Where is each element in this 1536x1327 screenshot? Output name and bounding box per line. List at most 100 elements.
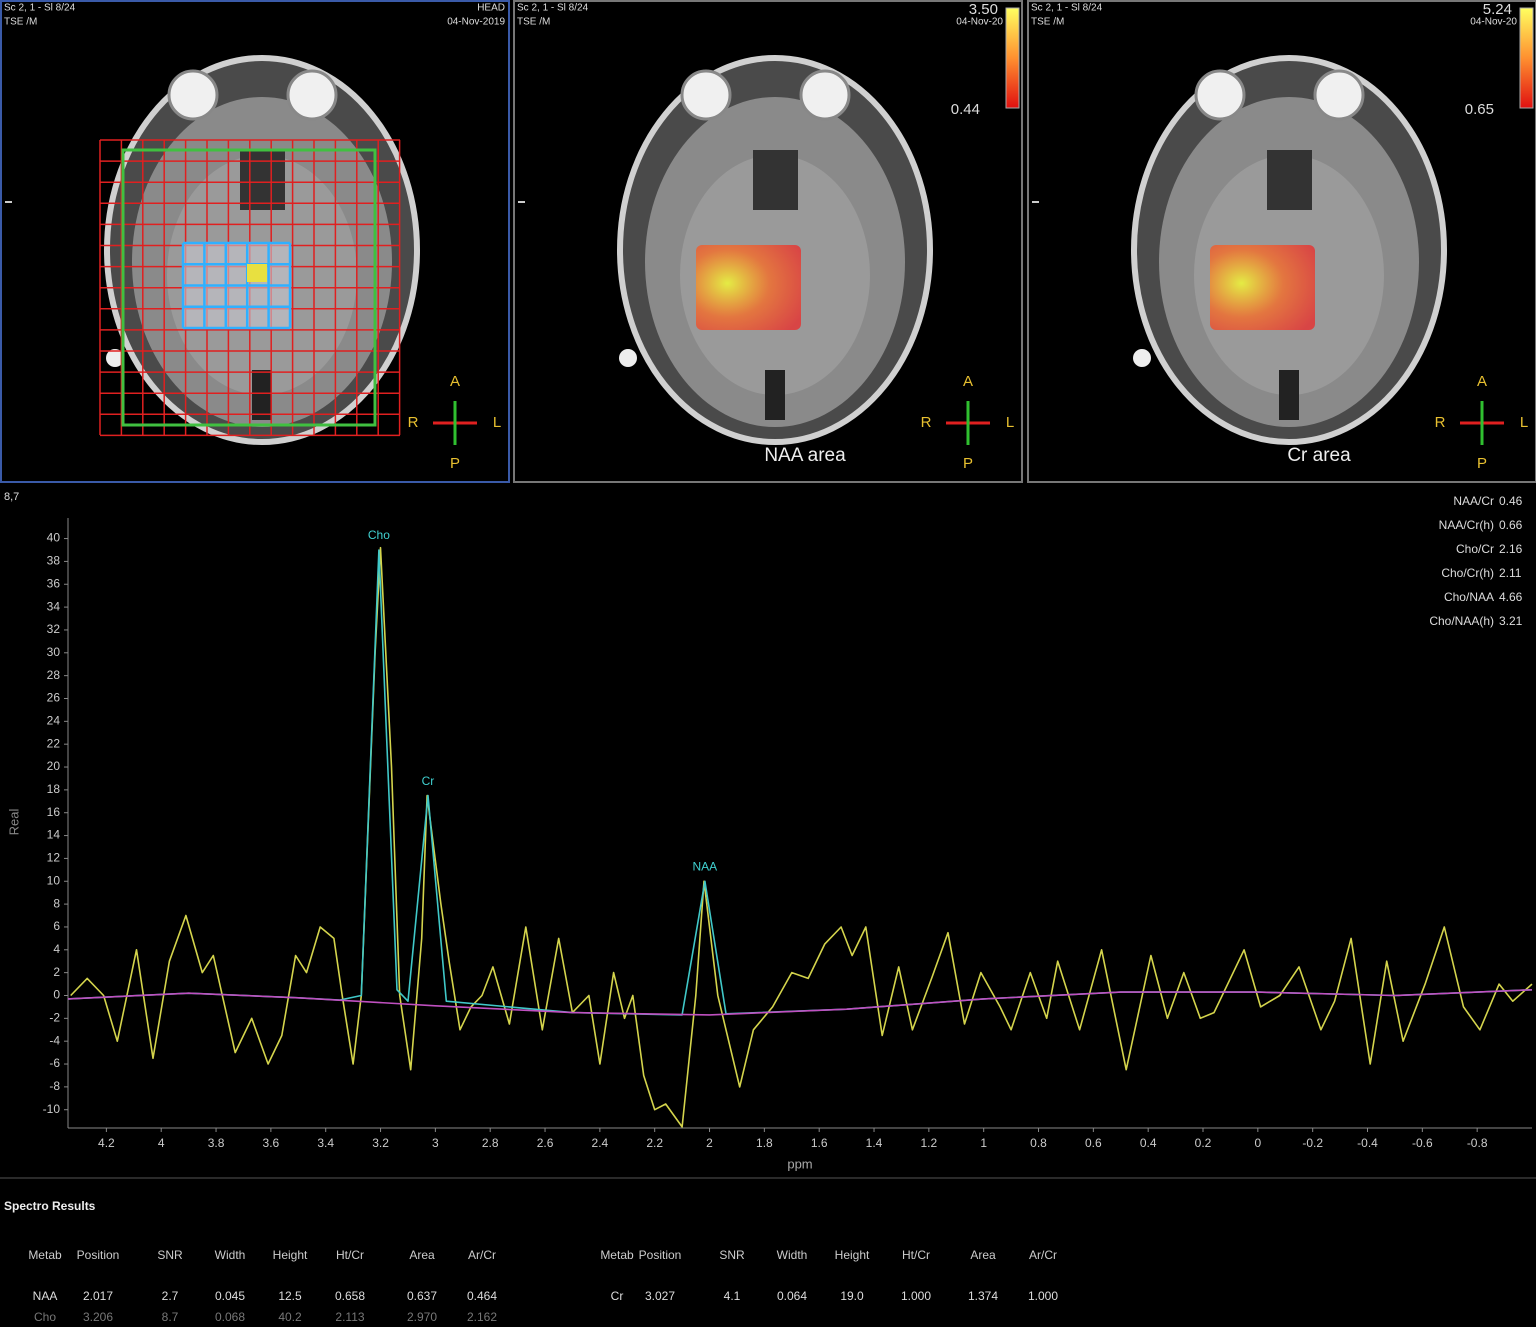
orient-label: R bbox=[408, 414, 419, 431]
ratio-label: NAA/Cr(h) bbox=[1439, 518, 1494, 532]
x-tick-label: -0.2 bbox=[1302, 1136, 1323, 1150]
header: Sc 2, 1 - Sl 8/24 bbox=[4, 3, 76, 14]
peak-label: Cho bbox=[368, 528, 390, 542]
orient-label: R bbox=[921, 414, 932, 431]
table-cell: 3.206 bbox=[83, 1310, 113, 1324]
ratio-value: 2.16 bbox=[1499, 542, 1523, 556]
y-tick-label: 0 bbox=[53, 988, 60, 1002]
y-tick-label: 22 bbox=[47, 736, 61, 750]
table-header: Width bbox=[215, 1248, 246, 1262]
y-tick-label: 12 bbox=[47, 851, 61, 865]
y-tick-label: 6 bbox=[53, 919, 60, 933]
table-cell: 0.045 bbox=[215, 1289, 245, 1303]
voi-box bbox=[121, 148, 377, 427]
table-header: Width bbox=[777, 1248, 808, 1262]
table-header: Metab bbox=[600, 1248, 634, 1262]
table-cell: 40.2 bbox=[278, 1310, 302, 1324]
orient-label: P bbox=[450, 455, 460, 472]
table-header: Height bbox=[273, 1248, 308, 1262]
x-tick-label: 4 bbox=[158, 1136, 165, 1150]
table-header: Area bbox=[409, 1248, 435, 1262]
x-tick-label: 2 bbox=[706, 1136, 713, 1150]
eye bbox=[1194, 69, 1246, 121]
y-tick-label: 40 bbox=[47, 531, 61, 545]
y-tick-label: 30 bbox=[47, 645, 61, 659]
cerebellum-gap bbox=[765, 370, 785, 420]
orient-label: L bbox=[1006, 414, 1014, 431]
ratio-value: 0.46 bbox=[1499, 494, 1523, 508]
x-tick-label: 0.8 bbox=[1030, 1136, 1047, 1150]
orient-label: R bbox=[1435, 414, 1446, 431]
y-tick-label: 24 bbox=[47, 714, 61, 728]
table-cell: 1.000 bbox=[1028, 1289, 1058, 1303]
table-header: Ht/Cr bbox=[902, 1248, 930, 1262]
cerebellum-gap bbox=[252, 370, 272, 420]
date: 04-Nov-20 bbox=[956, 17, 1003, 28]
table-cell: NAA bbox=[33, 1289, 58, 1303]
table-header: Ar/Cr bbox=[1029, 1248, 1057, 1262]
x-tick-label: 2.6 bbox=[537, 1136, 554, 1150]
table-cell: 3.027 bbox=[645, 1289, 675, 1303]
table-header: Ht/Cr bbox=[336, 1248, 364, 1262]
brainstem bbox=[753, 150, 798, 210]
x-tick-label: 2.8 bbox=[482, 1136, 499, 1150]
scale-max: 3.50 bbox=[969, 1, 998, 18]
marker bbox=[106, 349, 124, 367]
table-cell: 0.464 bbox=[467, 1289, 497, 1303]
y-tick-label: 10 bbox=[47, 873, 61, 887]
y-tick-label: 20 bbox=[47, 759, 61, 773]
brainstem bbox=[240, 150, 285, 210]
caption: Cr area bbox=[1287, 445, 1351, 466]
table-cell: 0.637 bbox=[407, 1289, 437, 1303]
x-tick-label: 2.4 bbox=[592, 1136, 609, 1150]
y-tick-label: 34 bbox=[47, 599, 61, 613]
eye bbox=[680, 69, 732, 121]
header: TSE /M bbox=[4, 17, 37, 28]
table-header: Metab bbox=[28, 1248, 62, 1262]
table-cell: Cr bbox=[611, 1289, 624, 1303]
header: HEAD bbox=[477, 3, 505, 14]
x-tick-label: 0.4 bbox=[1140, 1136, 1157, 1150]
scale-max: 5.24 bbox=[1483, 1, 1512, 18]
table-header: Height bbox=[835, 1248, 870, 1262]
peak-label: Cr bbox=[422, 774, 435, 788]
table-cell: 2.113 bbox=[335, 1310, 364, 1324]
y-tick-label: -6 bbox=[49, 1056, 60, 1070]
orient-label: A bbox=[963, 373, 973, 390]
x-tick-label: 3.6 bbox=[263, 1136, 280, 1150]
table-cell: 2.017 bbox=[83, 1289, 113, 1303]
orient-label: P bbox=[1477, 455, 1487, 472]
y-tick-label: -4 bbox=[49, 1033, 60, 1047]
orient-label: P bbox=[963, 455, 973, 472]
table-cell: 4.1 bbox=[724, 1289, 741, 1303]
y-tick-label: 14 bbox=[47, 828, 61, 842]
orient-label: A bbox=[450, 373, 460, 390]
table-cell: Cho bbox=[34, 1310, 56, 1324]
x-tick-label: 1.6 bbox=[811, 1136, 828, 1150]
header: Sc 2, 1 - Sl 8/24 bbox=[1031, 3, 1103, 14]
x-tick-label: -0.8 bbox=[1467, 1136, 1488, 1150]
date: 04-Nov-2019 bbox=[447, 17, 505, 28]
table-cell: 8.7 bbox=[162, 1310, 179, 1324]
color-bar bbox=[1519, 7, 1534, 109]
y-tick-label: 32 bbox=[47, 622, 61, 636]
table-cell: 2.7 bbox=[162, 1289, 179, 1303]
table-cell: 2.970 bbox=[407, 1310, 437, 1324]
y-tick-label: -8 bbox=[49, 1079, 60, 1093]
ratio-label: Cho/Cr(h) bbox=[1441, 566, 1494, 580]
x-tick-label: 1.8 bbox=[756, 1136, 773, 1150]
y-tick-label: 2 bbox=[53, 965, 60, 979]
y-tick-label: -2 bbox=[49, 1011, 60, 1025]
corner-label: 8,7 bbox=[4, 491, 19, 503]
table-cell: 1.000 bbox=[901, 1289, 931, 1303]
eye bbox=[799, 69, 851, 121]
heatmap bbox=[696, 245, 801, 330]
table-header: Position bbox=[77, 1248, 120, 1262]
spectrum-line bbox=[70, 546, 1533, 1128]
x-tick-label: 0.2 bbox=[1195, 1136, 1212, 1150]
y-tick-label: 36 bbox=[47, 576, 61, 590]
y-tick-label: 38 bbox=[47, 554, 61, 568]
y-tick-label: 28 bbox=[47, 668, 61, 682]
